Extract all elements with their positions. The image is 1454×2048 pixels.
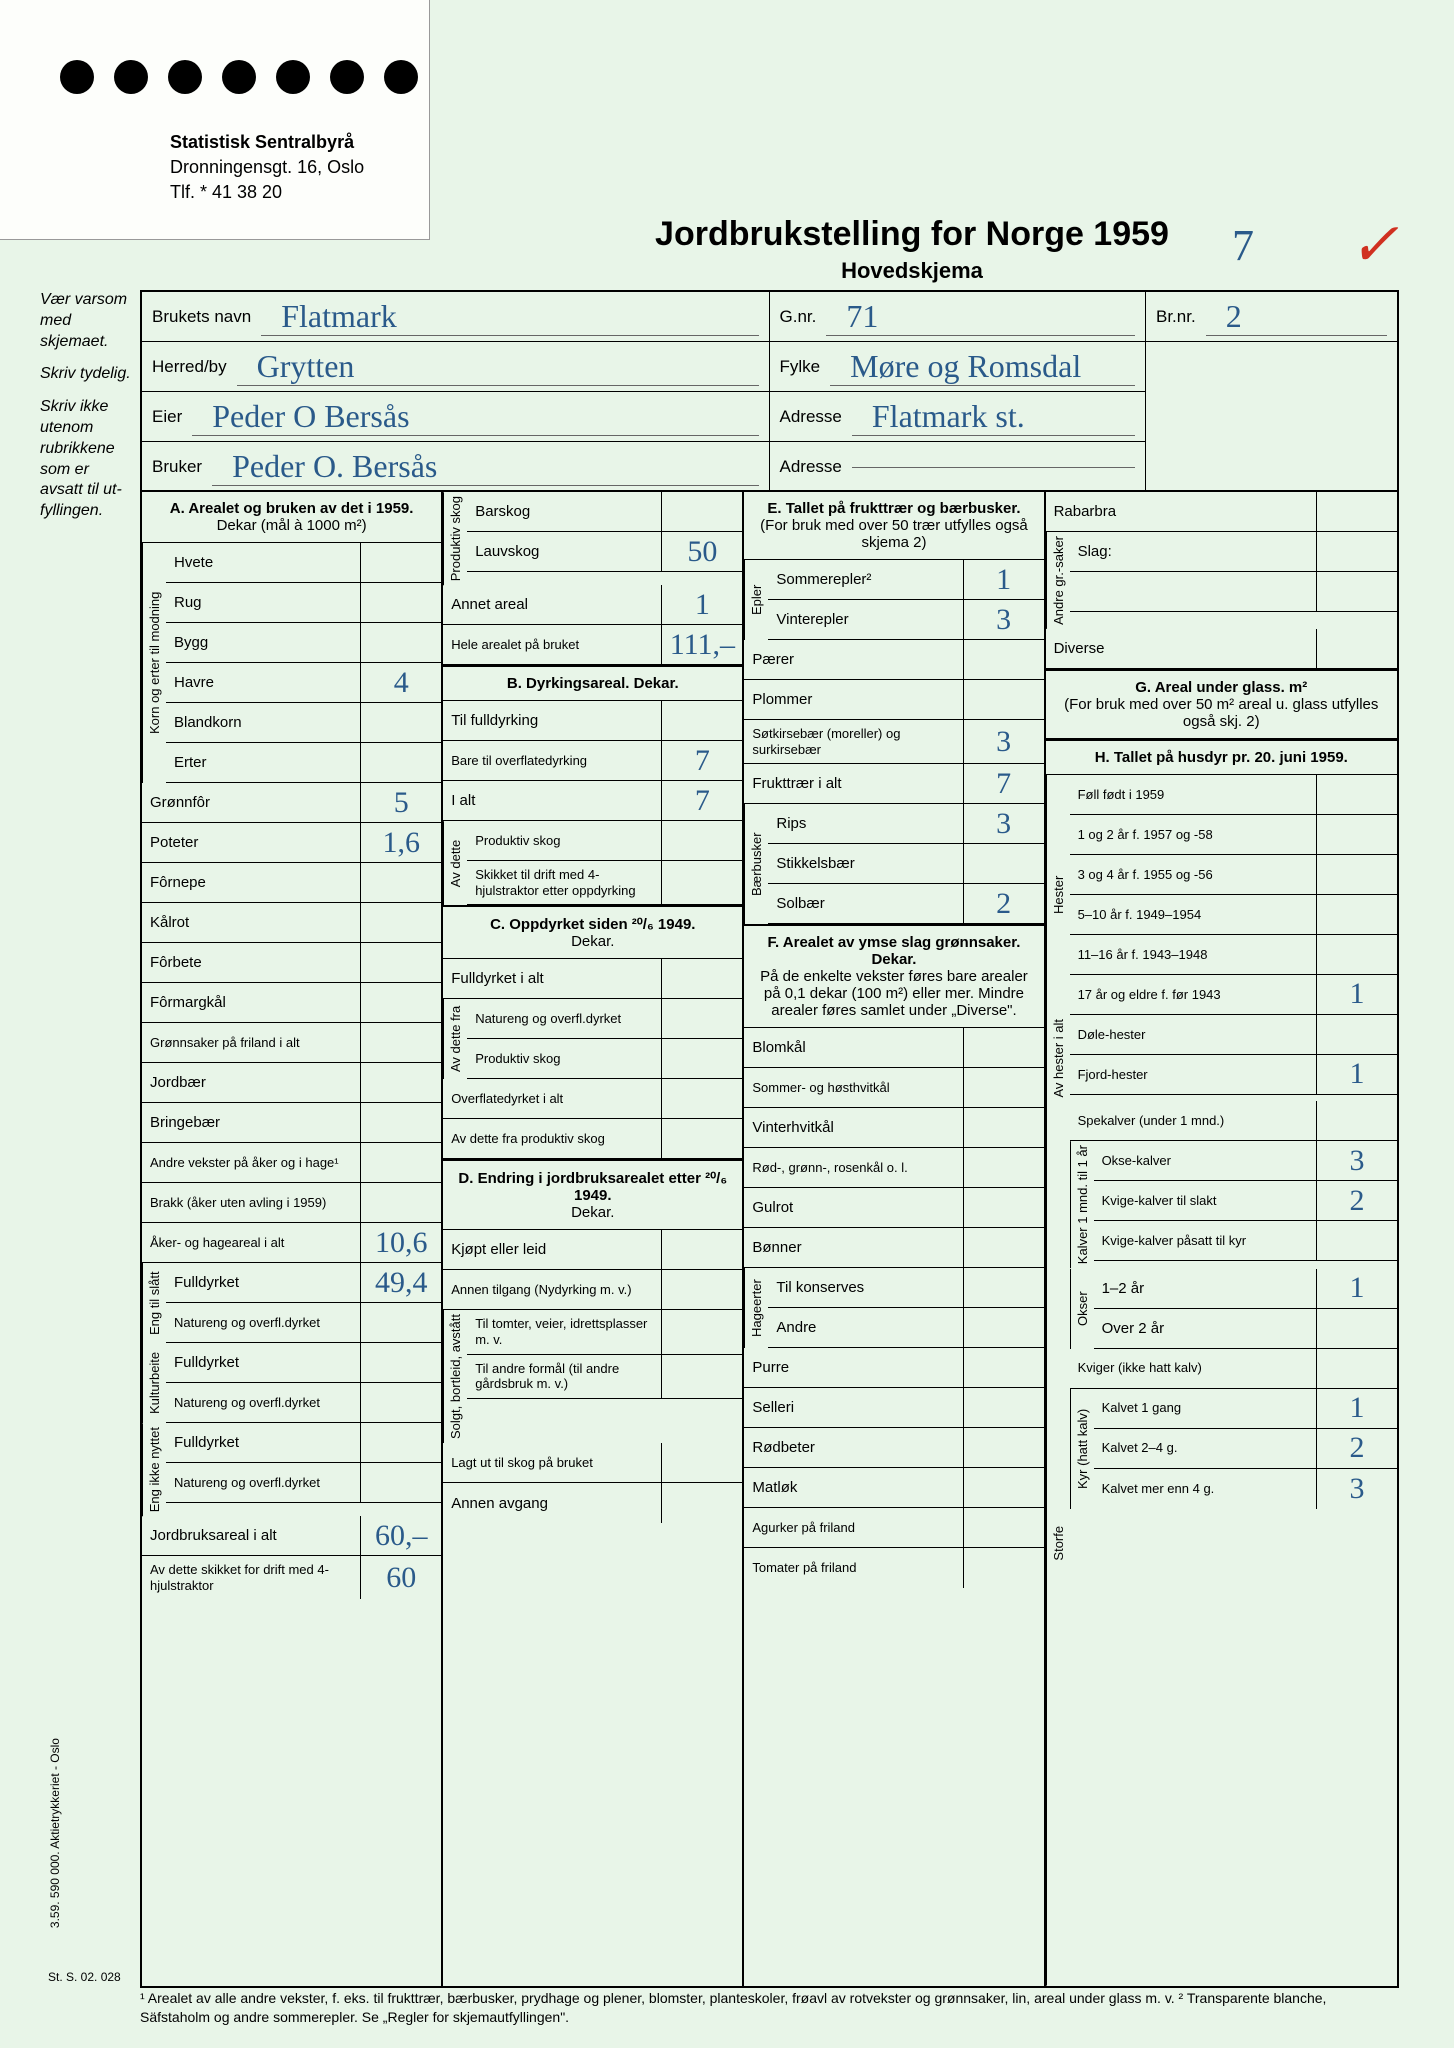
hole xyxy=(384,60,418,94)
value-gnr: 71 xyxy=(826,298,1135,336)
label-adresse2: Adresse xyxy=(780,457,842,477)
agency-block: Statistisk Sentralbyrå Dronningensgt. 16… xyxy=(170,130,364,206)
side-print: 3.59. 590 000. Aktietrykkeriet - Oslo xyxy=(48,1738,62,1928)
label-fylke: Fylke xyxy=(780,357,821,377)
label-gnr: G.nr. xyxy=(780,307,817,327)
top-id-row: Brukets navn Flatmark Herred/by Grytten Ei… xyxy=(142,292,1397,492)
col-a: A. Arealet og bruken av det i 1959. Deka… xyxy=(142,492,443,1986)
cutout-tab: Statistisk Sentralbyrå Dronningensgt. 16… xyxy=(0,0,430,240)
hole xyxy=(222,60,256,94)
col-bcd: Produktiv skog Barskog Lauvskog50 Annet … xyxy=(443,492,744,1986)
korn-label: Korn og erter til modning xyxy=(142,543,166,783)
value-brukets-navn: Flatmark xyxy=(261,298,758,336)
note-a: Vær varsom med skjemaet. xyxy=(40,290,135,352)
value-fylke: Møre og Romsdal xyxy=(830,348,1135,386)
page: Statistisk Sentralbyrå Dronningensgt. 16… xyxy=(0,0,1454,2048)
hole xyxy=(168,60,202,94)
page-number: 7 xyxy=(1232,220,1254,271)
sec-a-head: A. Arealet og bruken av det i 1959. Deka… xyxy=(142,492,441,543)
value-adresse1: Flatmark st. xyxy=(852,398,1135,436)
col-gh: Rabarbra Andre gr.-saker Slag: Diverse G… xyxy=(1046,492,1397,1986)
left-instructions: Vær varsom med skjemaet. Skriv tydelig. … xyxy=(40,290,135,534)
value-eier: Peder O Bersås xyxy=(192,398,758,436)
footnote: ¹ Arealet av alle andre vekster, f. eks.… xyxy=(140,1989,1399,2028)
label-adresse1: Adresse xyxy=(780,407,842,427)
value-adresse2 xyxy=(852,467,1135,468)
label-brnr: Br.nr. xyxy=(1156,307,1196,327)
label-herred: Herred/by xyxy=(152,357,227,377)
label-brukets-navn: Brukets navn xyxy=(152,307,251,327)
top-col-left: Brukets navn Flatmark Herred/by Grytten Ei… xyxy=(142,292,770,490)
red-checkmark: ✓ xyxy=(1349,210,1399,280)
top-col-mid: G.nr. 71 Fylke Møre og Romsdal Adresse Flat… xyxy=(770,292,1147,490)
agency-addr: Dronningensgt. 16, Oslo xyxy=(170,155,364,180)
hole xyxy=(60,60,94,94)
agency-tel: Tlf. * 41 38 20 xyxy=(170,180,364,205)
hole xyxy=(330,60,364,94)
col-ef: E. Tallet på frukttrær og bærbusker. (Fo… xyxy=(744,492,1045,1986)
top-col-right: Br.nr. 2 xyxy=(1146,292,1397,490)
binder-holes xyxy=(60,60,418,94)
agency-name: Statistisk Sentralbyrå xyxy=(170,130,364,155)
value-herred: Grytten xyxy=(237,348,759,386)
value-bruker: Peder O. Bersås xyxy=(212,448,758,486)
note-b: Skriv tydelig. xyxy=(40,364,135,385)
hole xyxy=(276,60,310,94)
label-eier: Eier xyxy=(152,407,182,427)
value-brnr: 2 xyxy=(1206,298,1387,336)
corner-print: St. S. 02. 028 xyxy=(48,1970,121,1984)
note-c: Skriv ikke utenom rubrikkene som er avsa… xyxy=(40,397,135,522)
main-grid: A. Arealet og bruken av det i 1959. Deka… xyxy=(142,492,1397,1986)
form: Brukets navn Flatmark Herred/by Grytten Ei… xyxy=(140,290,1399,1988)
hole xyxy=(114,60,148,94)
label-bruker: Bruker xyxy=(152,457,202,477)
